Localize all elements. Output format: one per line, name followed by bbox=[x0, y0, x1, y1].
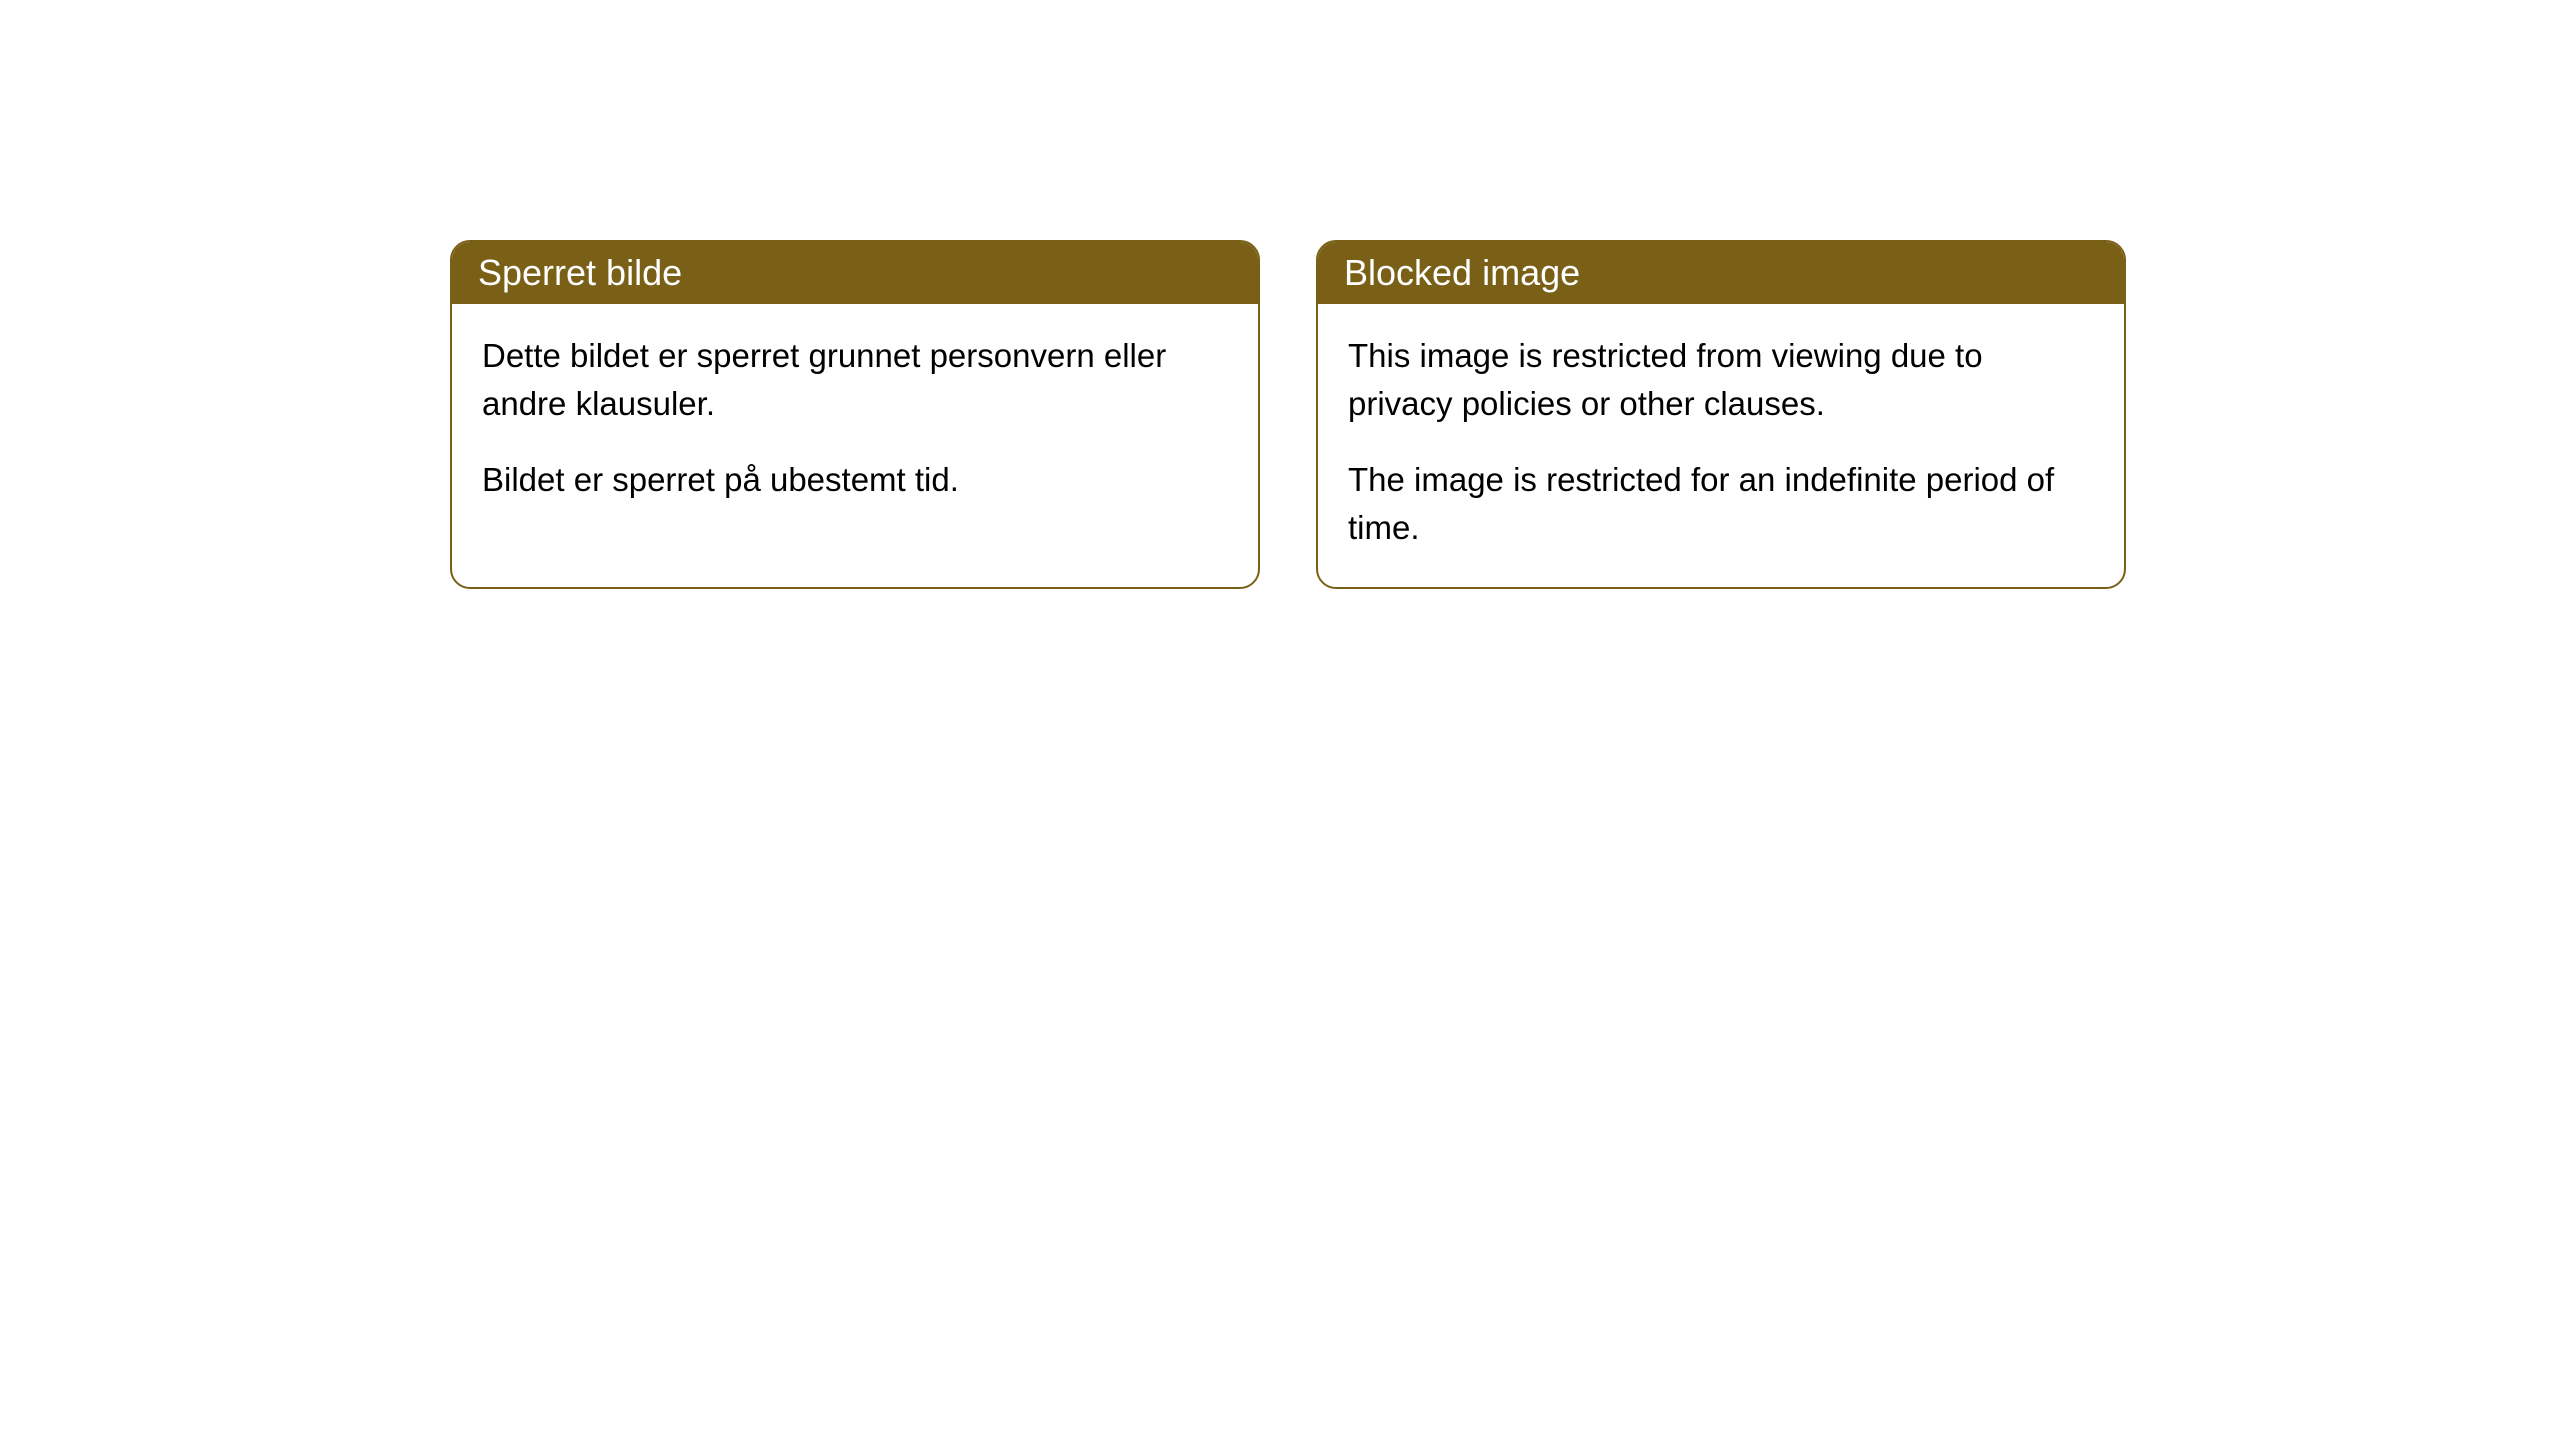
notice-card-norwegian: Sperret bilde Dette bildet er sperret gr… bbox=[450, 240, 1260, 589]
notice-header: Blocked image bbox=[1318, 242, 2124, 304]
notice-card-english: Blocked image This image is restricted f… bbox=[1316, 240, 2126, 589]
notice-paragraph: Bildet er sperret på ubestemt tid. bbox=[482, 456, 1228, 504]
notice-body: This image is restricted from viewing du… bbox=[1318, 304, 2124, 587]
notice-title: Blocked image bbox=[1344, 252, 1580, 293]
notice-body: Dette bildet er sperret grunnet personve… bbox=[452, 304, 1258, 540]
notice-paragraph: The image is restricted for an indefinit… bbox=[1348, 456, 2094, 552]
notice-title: Sperret bilde bbox=[478, 252, 682, 293]
notice-paragraph: This image is restricted from viewing du… bbox=[1348, 332, 2094, 428]
notice-header: Sperret bilde bbox=[452, 242, 1258, 304]
notice-container: Sperret bilde Dette bildet er sperret gr… bbox=[450, 240, 2126, 589]
notice-paragraph: Dette bildet er sperret grunnet personve… bbox=[482, 332, 1228, 428]
